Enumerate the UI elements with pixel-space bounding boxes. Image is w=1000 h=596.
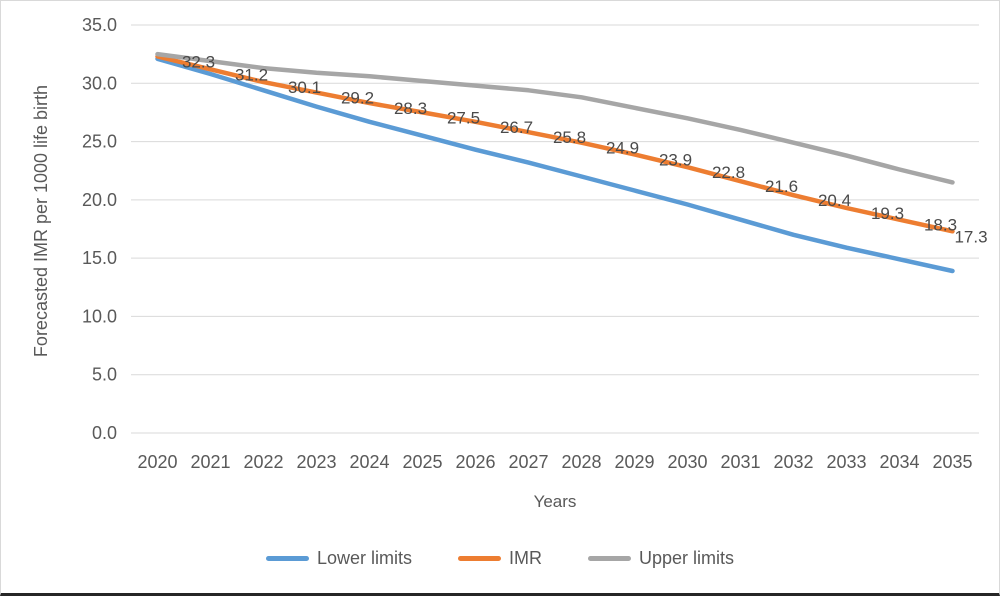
x-tick-label: 2024	[349, 452, 389, 472]
x-tick-label: 2031	[720, 452, 760, 472]
data-label: 29.2	[341, 89, 374, 108]
legend-item-imr: IMR	[458, 548, 542, 569]
y-tick-label: 25.0	[82, 132, 117, 152]
legend-swatch-icon	[458, 556, 501, 561]
legend-swatch-icon	[588, 556, 631, 561]
x-tick-label: 2026	[455, 452, 495, 472]
data-label: 32.3	[182, 52, 215, 71]
data-label: 17.3	[954, 227, 987, 246]
data-label: 23.9	[659, 150, 692, 169]
legend-item-lower-limits: Lower limits	[265, 548, 412, 569]
data-label: 31.2	[235, 65, 268, 84]
x-tick-label: 2021	[190, 452, 230, 472]
data-label: 22.8	[712, 163, 745, 182]
series-line-lower-limits	[155, 56, 955, 274]
y-axis-title: Forecasted IMR per 1000 life birth	[31, 85, 51, 357]
data-label: 24.9	[606, 139, 639, 158]
x-tick-label: 2030	[667, 452, 707, 472]
chart-legend: Lower limits IMR Upper limits	[1, 548, 999, 569]
y-tick-label: 0.0	[92, 423, 117, 443]
y-tick-label: 30.0	[82, 73, 117, 93]
x-tick-label: 2027	[508, 452, 548, 472]
data-label: 21.6	[765, 177, 798, 196]
x-tick-label: 2033	[826, 452, 866, 472]
x-tick-label: 2029	[614, 452, 654, 472]
x-tick-label: 2032	[773, 452, 813, 472]
y-tick-label: 5.0	[92, 365, 117, 385]
data-label: 19.3	[871, 204, 904, 223]
legend-item-upper-limits: Upper limits	[588, 548, 734, 569]
data-label: 27.5	[447, 108, 480, 127]
chart-plot-area: 35.0 30.0 25.0 20.0 15.0 10.0 5.0 0.0 2020 2021 20…	[31, 15, 988, 511]
y-tick-label: 35.0	[82, 15, 117, 35]
data-label: 26.7	[500, 118, 533, 137]
y-tick-label: 20.0	[82, 190, 117, 210]
y-tick-label: 15.0	[82, 248, 117, 268]
series-line-upper-limits	[155, 51, 955, 185]
legend-label: Upper limits	[639, 548, 735, 568]
series-line-imr	[155, 54, 955, 234]
legend-swatch-icon	[265, 556, 309, 561]
x-tick-label: 2020	[137, 452, 177, 472]
x-tick-label: 2034	[879, 452, 919, 472]
x-tick-label: 2022	[243, 452, 283, 472]
x-tick-label: 2028	[561, 452, 601, 472]
x-tick-label: 2025	[402, 452, 442, 472]
x-tick-label: 2023	[296, 452, 336, 472]
x-tick-label: 2035	[932, 452, 972, 472]
data-label: 28.3	[394, 99, 427, 118]
data-label: 18.3	[924, 216, 957, 235]
legend-label: Lower limits	[316, 548, 412, 568]
data-label: 20.4	[818, 191, 851, 210]
legend-label: IMR	[509, 548, 542, 568]
y-tick-label: 10.0	[82, 306, 117, 326]
x-axis-title: Years	[534, 492, 577, 511]
data-label: 25.8	[553, 128, 586, 147]
data-label: 30.1	[288, 78, 321, 97]
